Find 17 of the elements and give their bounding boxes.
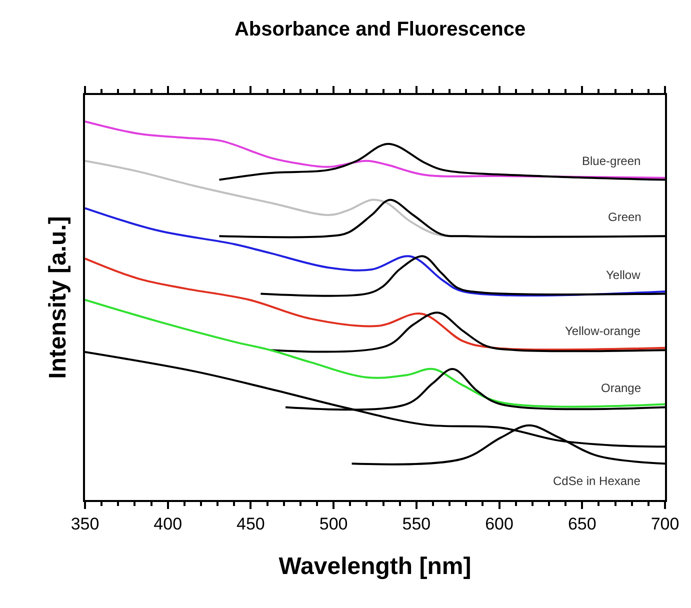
series-label: Yellow bbox=[606, 268, 641, 282]
x-tick-label: 650 bbox=[568, 514, 596, 534]
x-tick-label: 600 bbox=[485, 514, 514, 534]
y-axis-title: Intensity [a.u.] bbox=[44, 216, 72, 379]
series-label: Orange bbox=[601, 381, 642, 395]
x-tick-label: 450 bbox=[236, 514, 265, 534]
x-tick-label: 350 bbox=[70, 514, 100, 534]
chart-title: Absorbance and Fluorescence bbox=[234, 18, 526, 40]
x-tick-label: 700 bbox=[650, 514, 680, 534]
series-label: Yellow-orange bbox=[565, 324, 641, 338]
series-label: CdSe in Hexane bbox=[553, 474, 641, 488]
series-label: Blue-green bbox=[582, 154, 641, 168]
x-tick-label: 550 bbox=[402, 514, 431, 534]
x-tick-label: 500 bbox=[319, 514, 348, 534]
x-tick-label: 400 bbox=[154, 514, 182, 534]
x-axis-title: Wavelength [nm] bbox=[278, 553, 472, 580]
series-label: Green bbox=[608, 210, 642, 224]
